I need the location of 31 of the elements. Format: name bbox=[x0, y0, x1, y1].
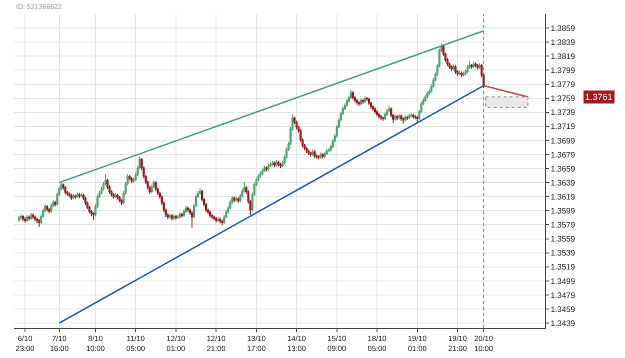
y-tick-label: 1.3619 bbox=[550, 192, 576, 202]
y-tick-label: 1.3759 bbox=[550, 94, 576, 104]
y-tick-label: 1.3639 bbox=[550, 178, 576, 188]
y-tick-label: 1.3559 bbox=[550, 234, 576, 244]
y-tick-label: 1.3799 bbox=[550, 66, 576, 75]
y-tick-label: 1.3579 bbox=[550, 220, 576, 230]
y-tick-label: 1.3859 bbox=[550, 24, 576, 33]
y-tick-label: 1.3479 bbox=[550, 290, 576, 300]
candlestick bbox=[50, 203, 52, 214]
candlestick bbox=[223, 214, 226, 225]
y-tick-label: 1.3499 bbox=[550, 276, 576, 286]
y-tick-label: 1.3699 bbox=[550, 136, 576, 146]
y-tick-label: 1.3719 bbox=[550, 122, 576, 132]
y-tick-label: 1.3679 bbox=[550, 150, 576, 160]
candlestick bbox=[205, 202, 208, 213]
y-tick-label: 1.3459 bbox=[550, 304, 576, 314]
candlestick bbox=[229, 200, 232, 210]
y-tick-label: 1.3539 bbox=[550, 248, 576, 258]
y-tick-label: 1.3739 bbox=[550, 108, 576, 118]
y-tick-label: 1.3839 bbox=[550, 38, 576, 47]
text: 1.3761 bbox=[585, 92, 613, 102]
candlestick bbox=[350, 89, 352, 100]
candlestick bbox=[190, 210, 194, 228]
y-tick-label: 1.3519 bbox=[550, 262, 576, 272]
y-tick-label: 1.3599 bbox=[550, 206, 576, 216]
y-tick-label: 1.3439 bbox=[550, 318, 576, 328]
y-tick-label: 1.3659 bbox=[550, 164, 576, 174]
candlestick bbox=[154, 180, 157, 192]
candlestick bbox=[201, 189, 204, 202]
y-tick-label: 1.3819 bbox=[550, 52, 576, 61]
y-tick-label: 1.3779 bbox=[550, 80, 576, 90]
